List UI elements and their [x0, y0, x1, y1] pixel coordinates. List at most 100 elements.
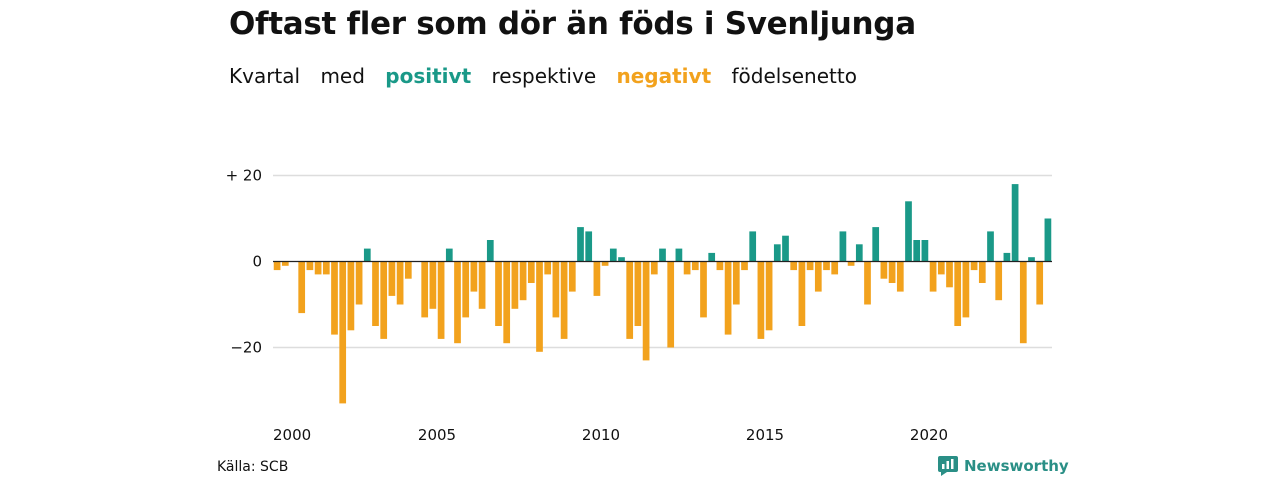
- bar: [503, 261, 511, 344]
- y-tick-label: + 20: [226, 167, 262, 185]
- bar: [700, 261, 707, 318]
- chart-subtitle: Kvartal med positivt respektive negativt…: [229, 64, 871, 88]
- bar: [929, 261, 937, 292]
- bar: [355, 261, 363, 305]
- bar: [585, 231, 593, 262]
- subtitle-word: Kvartal: [229, 64, 301, 88]
- bar: [519, 261, 527, 301]
- bar: [421, 261, 429, 318]
- bar: [552, 261, 560, 318]
- bar: [995, 261, 1003, 301]
- x-tick-label: 2020: [910, 426, 948, 444]
- source-label: Källa: SCB: [217, 459, 289, 475]
- bar: [708, 252, 716, 262]
- bar: [273, 261, 281, 271]
- bar: [396, 261, 404, 305]
- bar: [380, 261, 388, 339]
- bar: [388, 261, 396, 296]
- y-tick-label: −20: [230, 339, 262, 357]
- bar: [306, 261, 314, 271]
- bar: [544, 261, 552, 275]
- bar: [716, 261, 724, 271]
- bar: [454, 261, 461, 344]
- bar: [675, 248, 683, 262]
- bar: [659, 248, 666, 262]
- bar: [527, 261, 535, 283]
- x-tick-label: 2015: [746, 426, 784, 444]
- newsworthy-logo-icon: [938, 456, 958, 476]
- bar: [946, 261, 953, 288]
- bar: [970, 261, 978, 271]
- bar: [1036, 261, 1044, 305]
- bar: [732, 261, 740, 305]
- bar: [847, 261, 855, 266]
- bar: [281, 261, 289, 266]
- bar: [773, 244, 781, 262]
- bar: [339, 261, 347, 404]
- bar: [798, 261, 806, 326]
- bar: [937, 261, 945, 275]
- bar: [757, 261, 765, 339]
- bar: [650, 261, 658, 275]
- bar: [782, 235, 789, 262]
- subtitle-word: respektive: [491, 64, 597, 88]
- subtitle-word: med: [320, 64, 365, 88]
- bar: [298, 261, 306, 314]
- bar: [905, 201, 912, 262]
- bar: [691, 261, 699, 271]
- bar: [1011, 184, 1019, 262]
- bar: [724, 261, 732, 335]
- y-tick-label: 0: [252, 253, 262, 271]
- bar: [609, 248, 617, 262]
- bar: [347, 261, 355, 331]
- bar: [749, 231, 757, 262]
- bar: [495, 261, 502, 326]
- bar: [601, 261, 609, 266]
- bar: [823, 261, 830, 271]
- bar: [741, 261, 748, 271]
- bar: [478, 261, 486, 309]
- bar: [322, 261, 330, 275]
- bar: [560, 261, 568, 339]
- bar: [814, 261, 822, 292]
- subtitle-positive-label: positivt: [385, 64, 472, 88]
- bar: [1044, 218, 1052, 262]
- bar: [363, 248, 371, 262]
- bar: [683, 261, 691, 275]
- bar: [470, 261, 478, 292]
- bar: [536, 261, 543, 352]
- bar: [913, 240, 921, 262]
- bar: [839, 231, 847, 262]
- bar: [806, 261, 814, 271]
- bar: [486, 240, 494, 262]
- bar: [921, 240, 929, 262]
- bar: [626, 261, 634, 339]
- bar: [618, 257, 625, 262]
- subtitle-negative-label: negativt: [616, 64, 712, 88]
- bar: [667, 261, 675, 348]
- bar: [978, 261, 986, 283]
- bar: [954, 261, 962, 326]
- bar: [864, 261, 871, 305]
- subtitle-word: födelsenetto: [731, 64, 857, 88]
- bar: [511, 261, 519, 309]
- bar: [372, 261, 379, 326]
- bar: [962, 261, 970, 318]
- bar: [314, 261, 322, 275]
- bar: [1028, 257, 1035, 262]
- bar: [404, 261, 412, 279]
- bar: [1019, 261, 1027, 344]
- x-tick-label: 2005: [418, 426, 456, 444]
- bar: [888, 261, 896, 283]
- x-tick-label: 2010: [582, 426, 620, 444]
- bar: [790, 261, 798, 271]
- bar: [765, 261, 773, 331]
- bar: [634, 261, 642, 326]
- bar: [577, 227, 584, 262]
- brand-logo: Newsworthy: [938, 456, 1069, 476]
- bar: [437, 261, 445, 339]
- bar: [855, 244, 863, 262]
- bar: [872, 227, 880, 262]
- bar: [1003, 252, 1011, 262]
